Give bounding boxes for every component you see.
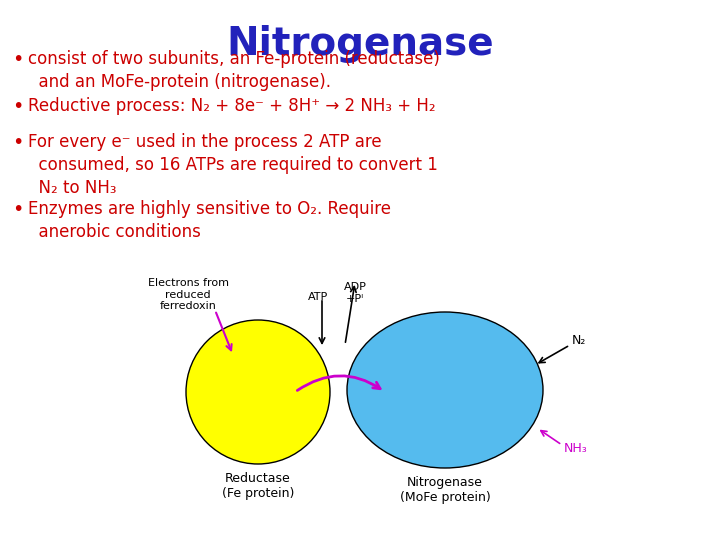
Text: Enzymes are highly sensitive to O₂. Require
  anerobic conditions: Enzymes are highly sensitive to O₂. Requ… [28, 200, 391, 241]
Text: Electrons from
reduced
ferredoxin: Electrons from reduced ferredoxin [148, 278, 228, 311]
Text: •: • [12, 97, 24, 116]
Text: Reductase
(Fe protein): Reductase (Fe protein) [222, 472, 294, 500]
Text: ADP
+Pᴵ: ADP +Pᴵ [343, 282, 366, 303]
Text: Nitrogenase: Nitrogenase [226, 25, 494, 63]
Text: For every e⁻ used in the process 2 ATP are
  consumed, so 16 ATPs are required t: For every e⁻ used in the process 2 ATP a… [28, 133, 438, 197]
Text: consist of two subunits, an Fe-protein (reductase)
  and an MoFe-protein (nitrog: consist of two subunits, an Fe-protein (… [28, 50, 440, 91]
Text: •: • [12, 50, 24, 69]
Text: •: • [12, 133, 24, 152]
Text: ATP: ATP [308, 292, 328, 302]
Ellipse shape [347, 312, 543, 468]
Text: •: • [12, 200, 24, 219]
Text: Reductive process: N₂ + 8e⁻ + 8H⁺ → 2 NH₃ + H₂: Reductive process: N₂ + 8e⁻ + 8H⁺ → 2 NH… [28, 97, 436, 115]
Text: Nitrogenase
(MoFe protein): Nitrogenase (MoFe protein) [400, 476, 490, 504]
Text: N₂: N₂ [572, 334, 586, 347]
Circle shape [186, 320, 330, 464]
Text: NH₃: NH₃ [564, 442, 588, 455]
